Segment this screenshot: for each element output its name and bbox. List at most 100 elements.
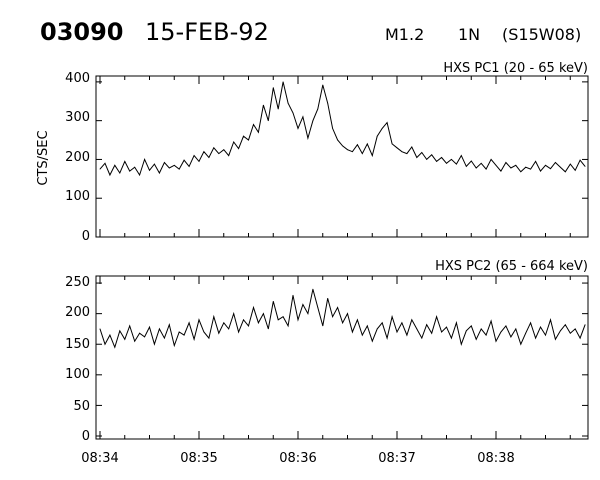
panel2-data-point — [545, 334, 546, 336]
panel2-data-point — [208, 337, 210, 339]
panel2-data-point — [357, 319, 358, 321]
panel1-data-point — [436, 161, 437, 162]
panel2-data-point — [555, 338, 556, 340]
panel2-data-point — [238, 331, 240, 333]
panel2-data-point — [460, 343, 462, 345]
panel1-data-point — [376, 135, 378, 137]
panel1-data-point — [228, 155, 230, 157]
panel1-data-point — [188, 166, 190, 167]
panel1-data-point — [134, 166, 136, 168]
panel1-data-point — [535, 161, 536, 162]
panel1-data-point — [154, 163, 155, 165]
panel2-data-point — [446, 326, 447, 328]
panel1-data-point — [441, 157, 442, 158]
panel2-data-point — [361, 334, 363, 336]
panel2-data-point — [421, 337, 423, 339]
panel1-data-point — [470, 160, 472, 162]
x-tick-label: 08:34 — [81, 451, 118, 466]
panel2-data-point — [292, 294, 294, 296]
panel2-data-point — [253, 307, 254, 308]
panel1-data-point — [124, 161, 126, 162]
panel1-data-point — [357, 144, 358, 146]
panel2-data-point — [470, 325, 472, 327]
panel1-data-point — [406, 153, 408, 155]
panel1-data-point — [129, 170, 131, 172]
panel2-title: HXS PC2 (65 - 664 keV) — [435, 259, 588, 274]
panel2-data-point — [401, 322, 403, 324]
tick-marks — [96, 76, 588, 439]
panel1-data-point — [114, 164, 116, 166]
panel1-data-point — [173, 164, 175, 166]
panel1-data-point — [223, 149, 225, 151]
panel1-data-point — [451, 159, 452, 160]
panel1-y-tick-label: 200 — [65, 150, 90, 165]
panel2-data-point — [515, 328, 517, 330]
panel1-series-line — [99, 81, 586, 177]
panel1-data-point — [277, 108, 279, 110]
panel1-data-point — [233, 141, 235, 143]
panel1-data-point — [574, 169, 576, 171]
panel1-data-point — [490, 159, 492, 160]
panel2-data-point — [154, 343, 155, 345]
panel2-data-point — [327, 298, 329, 299]
panel1-data-point — [287, 102, 289, 104]
panel2-data-point — [312, 288, 314, 290]
panel1-data-point — [495, 164, 497, 166]
panel2-y-tick-labels: 250 200 150 100 50 0 — [65, 275, 90, 444]
panel1-data-point — [485, 168, 487, 170]
panel1-data-point — [584, 166, 586, 167]
panel1-data-point — [515, 164, 517, 166]
panel1-data-point — [520, 171, 522, 173]
panel2-data-point — [337, 307, 338, 308]
panel1-data-point — [297, 127, 299, 129]
panel1-data-point — [337, 139, 338, 141]
panel1-data-point — [258, 131, 259, 133]
x-tick-label: 08:35 — [180, 451, 217, 466]
panel1-y-tick-labels: 400 300 200 100 0 — [65, 71, 90, 244]
panel1-data-point — [347, 149, 348, 151]
panel1-data-point — [371, 155, 373, 157]
panel2-data-point — [228, 328, 230, 330]
panel1-data-point — [327, 102, 329, 104]
panel1-data-point — [99, 168, 101, 170]
panel2-data-point — [139, 332, 141, 334]
panel2-y-tick-label: 50 — [73, 399, 90, 414]
panel2-data-point — [223, 322, 225, 324]
panel2-data-point — [495, 340, 497, 342]
panel2-data-point — [441, 331, 442, 333]
panel2-data-point — [371, 340, 373, 342]
x-tick-label: 08:36 — [279, 451, 316, 466]
panel2-data-point — [396, 331, 398, 333]
panel1-data-point — [307, 137, 309, 139]
panel1-data-point — [218, 153, 220, 155]
panel2-data-point — [500, 331, 502, 333]
panel1-data-point — [525, 166, 527, 168]
panel2-data-point — [183, 334, 185, 336]
panel1-data-point — [366, 143, 368, 145]
panel2-data-point — [263, 313, 264, 314]
panel1-data-point — [292, 112, 294, 114]
panel2-data-point — [297, 319, 299, 321]
panel2-data-point — [218, 332, 220, 334]
panel2-data-point — [540, 326, 541, 328]
panel2-data-point — [579, 337, 581, 339]
panel1-data-point — [500, 170, 502, 172]
panel2-data-point — [129, 325, 131, 327]
optical-class: 1N — [458, 25, 480, 44]
panel1-data-point — [560, 166, 561, 168]
panel2-data-point — [490, 320, 492, 322]
panel2-data-point — [569, 332, 571, 334]
panel1-y-tick-label: 300 — [65, 110, 90, 125]
panel2-data-point — [144, 336, 146, 338]
panel1-data-point — [564, 171, 566, 173]
x-tick-label: 08:37 — [378, 451, 415, 466]
panel2-data-point — [109, 334, 111, 336]
panel2-frame — [95, 275, 589, 440]
panel1-data-point — [272, 87, 274, 89]
panel2-data-point — [480, 328, 482, 330]
panel1-data-point — [391, 143, 393, 145]
data-traces — [99, 81, 586, 349]
panel2-data-point — [574, 328, 576, 330]
panel1-data-point — [421, 152, 423, 153]
